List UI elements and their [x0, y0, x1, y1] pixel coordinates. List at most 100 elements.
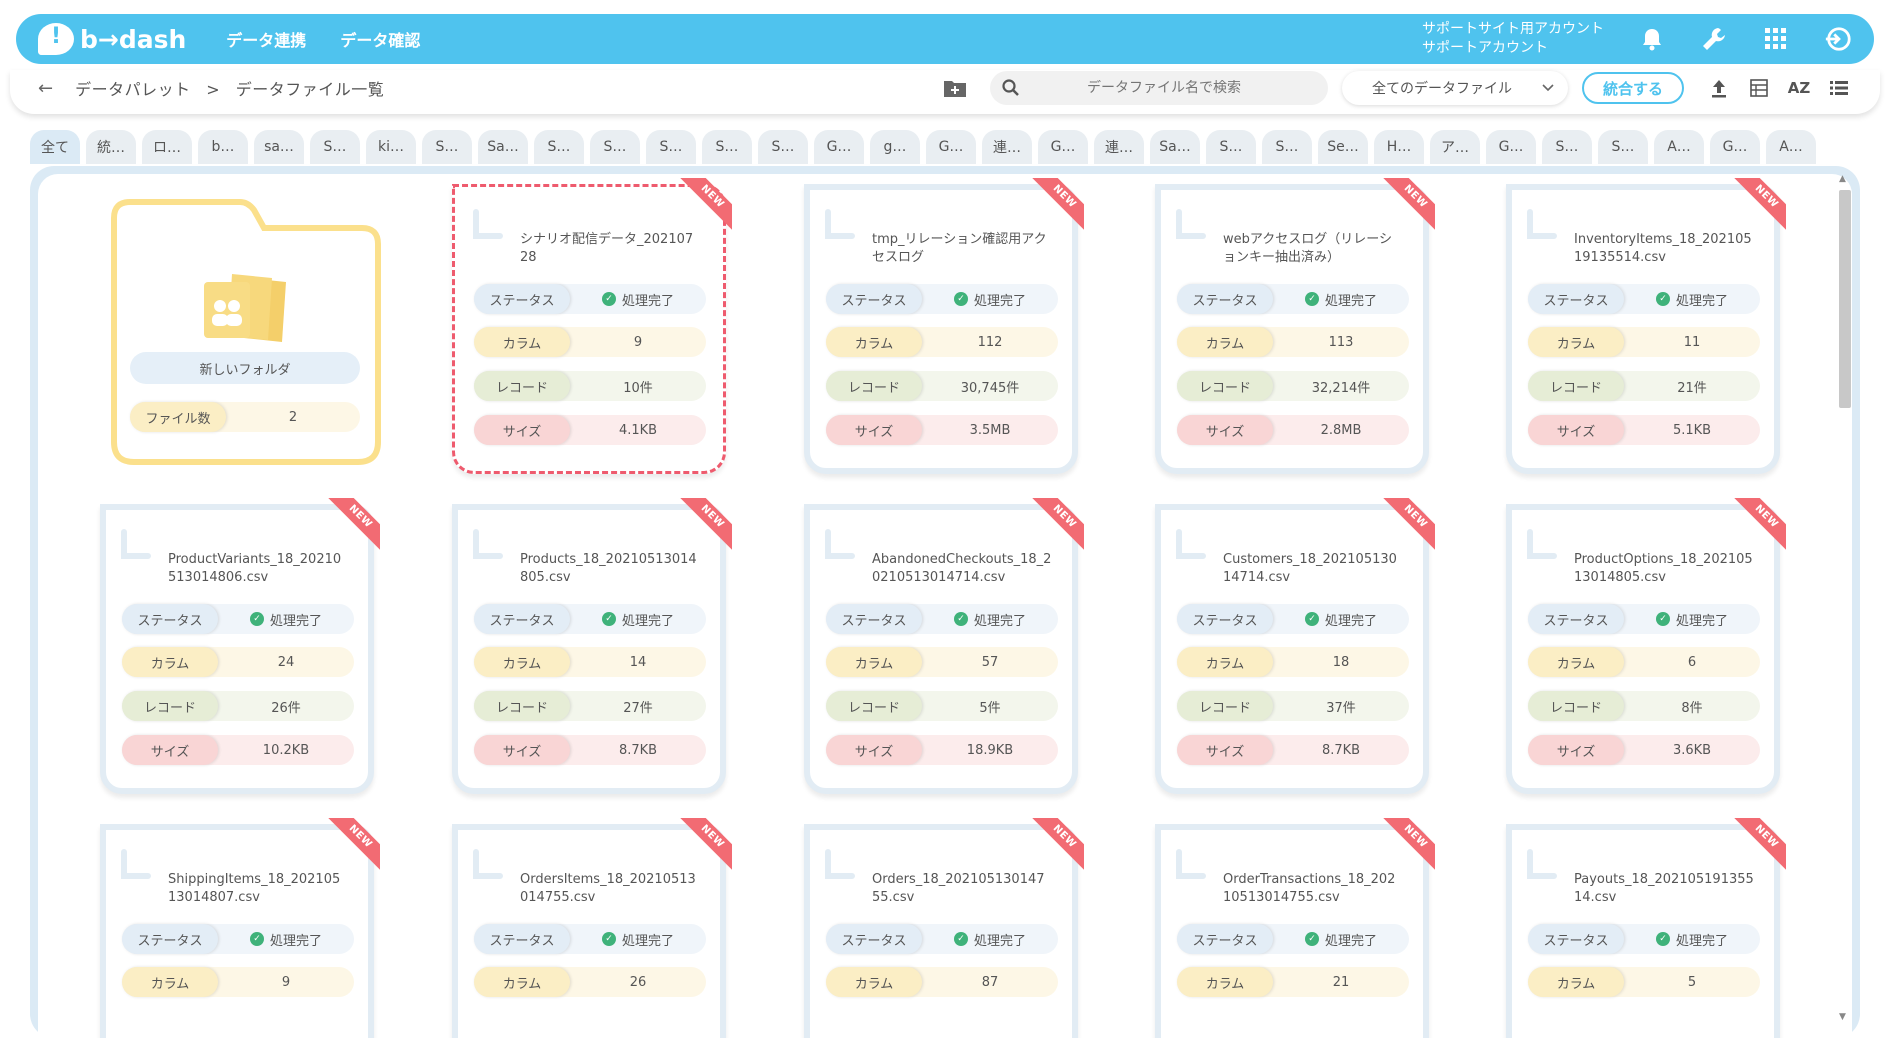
scroll-thumb[interactable]	[1839, 190, 1851, 408]
logo[interactable]: b→dash	[38, 23, 186, 55]
tab-28[interactable]: S…	[1598, 130, 1648, 164]
scrollbar[interactable]: ▲ ▼	[1836, 174, 1854, 1022]
breadcrumb-root[interactable]: データパレット	[75, 80, 191, 99]
tab-11[interactable]: S…	[646, 130, 696, 164]
file-card[interactable]: NEW InventoryItems_18_20210519135514.csv ス…	[1506, 178, 1786, 474]
back-arrow-icon[interactable]: ←	[38, 77, 54, 99]
file-card[interactable]: NEW OrdersItems_18_20210513014755.csv ステータ…	[452, 818, 732, 1038]
column-value: 24	[277, 654, 295, 670]
tab-31[interactable]: A…	[1766, 130, 1816, 164]
file-card[interactable]: NEW tmp_リレーション確認用アクセスログ ステータス ✓ 処理完了 カラム 112 レコ…	[804, 178, 1084, 474]
account-info[interactable]: サポートサイト用アカウント サポートアカウント	[1422, 20, 1604, 58]
sort-az-icon[interactable]: AZ	[1787, 79, 1811, 97]
size-label: サイズ	[474, 415, 570, 445]
filter-select[interactable]: 全てのデータファイル	[1342, 71, 1568, 105]
tab-6[interactable]: ki…	[366, 130, 416, 164]
tab-9[interactable]: S…	[534, 130, 584, 164]
wrench-icon[interactable]	[1700, 25, 1728, 53]
file-card[interactable]: NEW シナリオ配信データ_20210728 ステータス ✓ 処理完了 カラム 9 レコード 1…	[452, 178, 732, 474]
bell-icon[interactable]	[1638, 25, 1666, 53]
tab-16[interactable]: G…	[926, 130, 976, 164]
file-card[interactable]: NEW AbandonedCheckouts_18_20210513014714.…	[804, 498, 1084, 794]
merge-button[interactable]: 統合する	[1582, 72, 1684, 104]
tab-1[interactable]: 統…	[86, 130, 136, 164]
nav-data-confirm[interactable]: データ確認	[340, 31, 421, 50]
tab-17[interactable]: 連…	[982, 130, 1032, 164]
file-card[interactable]: NEW ProductOptions_18_20210513014805.csv ス…	[1506, 498, 1786, 794]
tab-0[interactable]: 全て	[30, 130, 80, 164]
tab-2[interactable]: ロ…	[142, 130, 192, 164]
new-badge: NEW	[1732, 178, 1786, 232]
record-label: レコード	[122, 691, 218, 721]
file-card[interactable]: NEW Customers_18_20210513014714.csv ステータス ✓…	[1155, 498, 1435, 794]
file-card[interactable]: NEW webアクセスログ（リレーションキー抽出済み） ステータス ✓ 処理完了 カラム 1…	[1155, 178, 1435, 474]
file-card[interactable]: NEW OrderTransactions_18_20210513014755.c…	[1155, 818, 1435, 1038]
tab-21[interactable]: S…	[1206, 130, 1256, 164]
tab-24[interactable]: H…	[1374, 130, 1424, 164]
tab-5[interactable]: S…	[310, 130, 360, 164]
tab-26[interactable]: G…	[1486, 130, 1536, 164]
scroll-down-icon[interactable]: ▼	[1839, 1012, 1846, 1022]
scroll-up-icon[interactable]: ▲	[1839, 174, 1846, 184]
column-value: 9	[633, 334, 643, 350]
tab-8[interactable]: Sa…	[478, 130, 528, 164]
tab-4[interactable]: sa…	[254, 130, 304, 164]
tab-25[interactable]: ア…	[1430, 130, 1480, 164]
size-label: サイズ	[1177, 735, 1273, 765]
file-name: Payouts_18_20210519135514.csv	[1574, 872, 1754, 905]
search-input[interactable]	[1034, 80, 1294, 96]
file-card[interactable]: NEW ProductVariants_18_20210513014806.csv…	[100, 498, 380, 794]
category-tabs: 全て 統… ロ… b… sa… S… ki… S… Sa… S… S… S… S… S… G… g… G… 連… G…	[30, 130, 1816, 166]
size-value: 2.8MB	[1320, 422, 1362, 438]
table-view-icon[interactable]	[1746, 75, 1772, 101]
column-value: 112	[977, 334, 1003, 350]
column-value: 18	[1332, 654, 1350, 670]
tab-13[interactable]: S…	[758, 130, 808, 164]
tab-20[interactable]: Sa…	[1150, 130, 1200, 164]
file-card[interactable]: NEW ShippingItems_18_20210513014807.csv ステ…	[100, 818, 380, 1038]
tab-3[interactable]: b…	[198, 130, 248, 164]
folder-count-value: 2	[288, 409, 298, 425]
size-value: 8.7KB	[1321, 742, 1361, 758]
size-value: 3.5MB	[969, 422, 1011, 438]
search-box[interactable]	[990, 71, 1328, 105]
file-card[interactable]: NEW Payouts_18_20210519135514.csv ステータス ✓ 処理…	[1506, 818, 1786, 1038]
upload-icon[interactable]	[1706, 75, 1732, 101]
check-circle-icon: ✓	[1655, 292, 1670, 306]
new-badge-label: NEW	[1030, 498, 1084, 552]
tab-23[interactable]: Se…	[1318, 130, 1368, 164]
tab-18[interactable]: G…	[1038, 130, 1088, 164]
tab-15[interactable]: g…	[870, 130, 920, 164]
list-view-icon[interactable]	[1826, 75, 1852, 101]
size-label: サイズ	[826, 735, 922, 765]
column-value: 11	[1683, 334, 1701, 350]
record-label: レコード	[1177, 691, 1273, 721]
tab-14[interactable]: G…	[814, 130, 864, 164]
new-badge-label: NEW	[1732, 818, 1786, 872]
size-row: サイズ 3.5MB	[826, 415, 1058, 445]
logout-icon[interactable]	[1824, 25, 1852, 53]
record-row: レコード 30,745件	[826, 371, 1058, 401]
tab-27[interactable]: S…	[1542, 130, 1592, 164]
size-row: サイズ 8.7KB	[474, 735, 706, 765]
status-value: ✓ 処理完了	[1273, 610, 1409, 629]
status-row: ステータス ✓ 処理完了	[122, 604, 354, 634]
tab-12[interactable]: S…	[702, 130, 752, 164]
new-badge-label: NEW	[326, 818, 380, 872]
record-label: レコード	[1528, 691, 1624, 721]
status-row: ステータス ✓ 処理完了	[1177, 924, 1409, 954]
column-row: カラム 11	[1528, 327, 1760, 357]
new-folder-icon[interactable]	[942, 75, 968, 101]
folder-card[interactable]: 新しいフォルダ ファイル数 2	[108, 194, 384, 468]
tab-7[interactable]: S…	[422, 130, 472, 164]
tab-19[interactable]: 連…	[1094, 130, 1144, 164]
file-card[interactable]: NEW Products_18_20210513014805.csv ステータス ✓ 処…	[452, 498, 732, 794]
column-row: カラム 87	[826, 967, 1058, 997]
apps-grid-icon[interactable]	[1762, 25, 1790, 53]
tab-10[interactable]: S…	[590, 130, 640, 164]
tab-30[interactable]: G…	[1710, 130, 1760, 164]
nav-data-link[interactable]: データ連携	[226, 31, 307, 50]
file-card[interactable]: NEW Orders_18_20210513014755.csv ステータス ✓ 処理完…	[804, 818, 1084, 1038]
tab-22[interactable]: S…	[1262, 130, 1312, 164]
tab-29[interactable]: A…	[1654, 130, 1704, 164]
